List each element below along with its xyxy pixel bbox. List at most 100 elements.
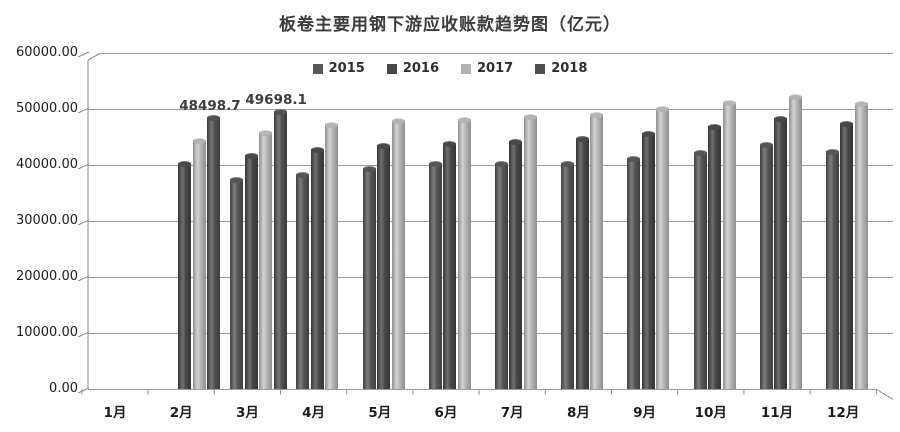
bar-top-cap — [561, 160, 575, 167]
bar-top-cap — [774, 115, 788, 122]
bar-top-cap — [494, 161, 508, 168]
gridline — [88, 277, 893, 278]
bar-top-cap — [244, 152, 258, 159]
y-axis-tick-label: 0.00 — [49, 381, 78, 396]
bar-2015-12月 — [825, 149, 839, 389]
x-axis-category-label: 5月 — [368, 405, 392, 421]
x-axis-category-label: 12月 — [827, 405, 860, 421]
bar-top-cap — [759, 142, 773, 149]
gridline — [88, 109, 893, 110]
gridline — [88, 165, 893, 166]
bar-2015-4月 — [296, 171, 310, 389]
bar-2016-5月 — [377, 142, 391, 389]
legend-swatch-icon — [461, 63, 471, 74]
bar-top-cap — [788, 93, 802, 100]
bar-2017-7月 — [523, 114, 537, 389]
bar-top-cap — [840, 121, 854, 127]
bar-2016-11月 — [774, 115, 788, 389]
legend-label: 2018 — [551, 61, 588, 76]
bar-top-cap — [641, 130, 655, 137]
x-axis-category-label: 10月 — [694, 405, 727, 421]
bar-2015-5月 — [362, 166, 376, 389]
bar-top-cap — [377, 142, 391, 149]
bar-top-cap — [178, 160, 192, 167]
bar-2016-6月 — [443, 140, 457, 389]
x-axis-category-label: 2月 — [169, 405, 193, 421]
bar-2015-9月 — [627, 156, 641, 389]
bar-top-cap — [825, 149, 839, 155]
x-axis-category-label: 7月 — [500, 405, 524, 421]
bar-top-cap — [509, 138, 523, 145]
bar-top-cap — [523, 114, 537, 121]
legend-label: 2016 — [402, 61, 439, 76]
bar-2015-3月 — [230, 177, 244, 389]
legend-swatch-icon — [386, 63, 397, 74]
bar-top-cap — [325, 122, 339, 129]
bar-2016-3月 — [244, 152, 258, 389]
y-axis-tick-label: 20000.00 — [15, 269, 78, 284]
bar-2015-7月 — [494, 161, 508, 389]
x-axis-category-label: 11月 — [760, 405, 794, 421]
bar-top-cap — [627, 156, 641, 163]
bar-2016-10月 — [708, 123, 722, 389]
y-axis-tick-label: 40000.00 — [15, 157, 78, 172]
bar-2017-10月 — [722, 100, 736, 389]
bar-2017-2月 — [192, 137, 206, 389]
bar-top-cap — [575, 136, 589, 143]
bar-top-cap — [854, 101, 868, 108]
legend-item-2017: 2017 — [461, 61, 513, 76]
bar-top-cap — [273, 108, 287, 115]
bar-top-cap — [192, 137, 206, 144]
legend-label: 2015 — [328, 61, 365, 76]
gridline — [88, 221, 893, 222]
y-axis-tick-label: 10000.00 — [15, 325, 78, 340]
bar-2016-12月 — [840, 121, 854, 389]
bar-2017-12月 — [854, 101, 868, 389]
bar-2017-9月 — [656, 105, 670, 389]
bar-2015-10月 — [693, 150, 707, 389]
bar-2016-8月 — [575, 136, 589, 389]
gridline — [88, 389, 876, 390]
bar-top-cap — [230, 177, 244, 183]
bar-top-cap — [310, 146, 324, 153]
x-axis-category-label: 3月 — [235, 405, 259, 421]
gridline — [88, 333, 893, 334]
y-axis-tick-label: 60000.00 — [15, 45, 78, 60]
bar-2017-8月 — [590, 112, 604, 389]
bar-2015-8月 — [561, 160, 575, 389]
bar-value-label: 48498.7 — [179, 98, 241, 115]
bar-2018-3月 — [273, 108, 287, 389]
bar-top-cap — [693, 150, 707, 157]
bar-top-cap — [259, 129, 273, 136]
bar-top-cap — [362, 166, 376, 173]
legend-swatch-icon — [535, 63, 546, 74]
bar-2016-9月 — [641, 130, 655, 389]
bar-top-cap — [708, 123, 722, 130]
bar-top-cap — [656, 105, 670, 112]
bar-top-cap — [457, 116, 471, 123]
bar-top-cap — [296, 171, 310, 178]
bar-2016-2月 — [178, 160, 192, 389]
y-axis-tick-label: 50000.00 — [15, 101, 78, 116]
x-axis-category-label: 9月 — [633, 405, 657, 421]
bar-top-cap — [428, 160, 442, 167]
bar-2018-2月 — [207, 115, 221, 389]
bar-2017-5月 — [391, 118, 405, 389]
bar-2017-11月 — [788, 93, 802, 389]
bar-2015-11月 — [759, 142, 773, 389]
bar-top-cap — [391, 118, 405, 125]
y-axis-tick-label: 30000.00 — [15, 213, 78, 228]
x-axis-category-label: 8月 — [566, 405, 590, 421]
legend-item-2015: 2015 — [312, 61, 365, 76]
bar-2016-7月 — [509, 138, 523, 389]
bar-top-cap — [590, 112, 604, 119]
bar-2015-6月 — [428, 160, 442, 389]
legend-label: 2017 — [477, 61, 514, 76]
bar-2016-4月 — [310, 146, 324, 389]
bar-value-label: 49698.1 — [245, 91, 307, 108]
bar-top-cap — [722, 100, 736, 107]
bar-top-cap — [443, 140, 457, 147]
bar-2017-6月 — [457, 116, 471, 389]
legend-item-2018: 2018 — [535, 61, 587, 76]
